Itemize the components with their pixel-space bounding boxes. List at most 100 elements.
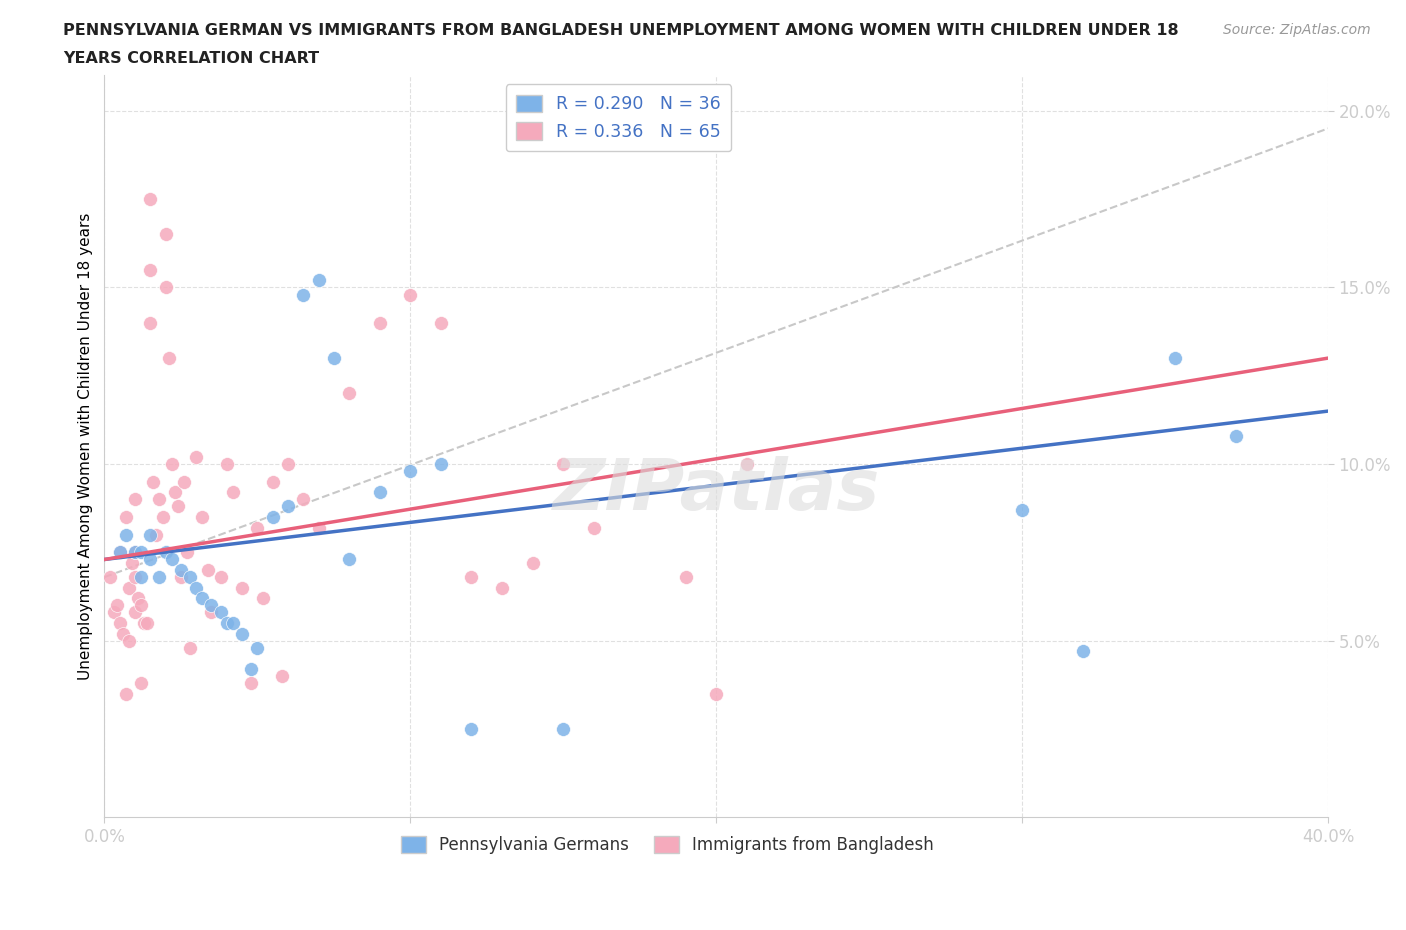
Point (134, 616, 156, 631)
Point (139, 315, 162, 330)
Point (124, 605, 146, 620)
Point (160, 457, 183, 472)
Point (124, 545, 146, 560)
Point (139, 262, 162, 277)
Point (148, 492, 170, 507)
Point (222, 485, 245, 499)
Point (240, 676, 263, 691)
Point (553, 457, 575, 472)
Point (142, 474, 165, 489)
Point (200, 598, 222, 613)
Point (155, 280, 177, 295)
Point (460, 570, 482, 585)
Point (170, 570, 193, 585)
Point (124, 492, 146, 507)
Point (166, 499, 188, 514)
Point (553, 722, 575, 737)
Point (170, 563, 193, 578)
Point (114, 527, 136, 542)
Text: Source: ZipAtlas.com: Source: ZipAtlas.com (1223, 23, 1371, 37)
Point (277, 499, 299, 514)
Point (191, 510, 214, 525)
Legend: Pennsylvania Germans, Immigrants from Bangladesh: Pennsylvania Germans, Immigrants from Ba… (394, 830, 941, 861)
Point (308, 520, 330, 535)
Point (197, 563, 219, 578)
Point (108, 545, 131, 560)
Point (222, 616, 245, 631)
Point (157, 351, 180, 365)
Point (139, 192, 162, 206)
Text: PENNSYLVANIA GERMAN VS IMMIGRANTS FROM BANGLADESH UNEMPLOYMENT AMONG WOMEN WITH : PENNSYLVANIA GERMAN VS IMMIGRANTS FROM B… (63, 23, 1178, 38)
Point (124, 545, 146, 560)
Point (129, 676, 152, 691)
Point (176, 545, 198, 560)
Point (209, 570, 232, 585)
Point (430, 457, 453, 472)
Point (460, 722, 482, 737)
Point (163, 485, 186, 499)
Point (246, 520, 269, 535)
Point (1225, 429, 1247, 444)
Point (292, 492, 315, 507)
Point (129, 545, 152, 560)
Point (704, 686, 727, 701)
Point (111, 626, 134, 641)
Point (114, 510, 136, 525)
Point (231, 626, 253, 641)
Point (155, 227, 177, 242)
Point (148, 570, 170, 585)
Point (155, 545, 177, 560)
Point (322, 351, 344, 365)
Point (368, 485, 391, 499)
Point (292, 287, 315, 302)
Point (522, 555, 544, 570)
Point (735, 457, 758, 472)
Point (108, 616, 131, 631)
Point (173, 474, 195, 489)
Point (179, 641, 201, 656)
Point (186, 580, 208, 595)
Point (129, 598, 152, 613)
Point (240, 661, 263, 676)
Point (121, 555, 143, 570)
Point (139, 527, 162, 542)
Point (191, 591, 214, 605)
Point (399, 464, 422, 479)
Point (129, 570, 152, 585)
Point (145, 527, 167, 542)
Point (262, 510, 284, 525)
Y-axis label: Unemployment Among Women with Children Under 18 years: Unemployment Among Women with Children U… (79, 213, 93, 680)
Point (118, 633, 141, 648)
Point (308, 272, 330, 287)
Point (430, 315, 453, 330)
Point (337, 552, 360, 567)
Point (215, 616, 238, 631)
Point (277, 457, 299, 472)
Point (368, 315, 391, 330)
Point (127, 591, 149, 605)
Point (246, 641, 269, 656)
Point (337, 386, 360, 401)
Point (215, 457, 238, 472)
Point (270, 669, 292, 684)
Point (108, 545, 131, 560)
Point (103, 605, 125, 620)
Point (399, 287, 422, 302)
Point (491, 580, 513, 595)
Point (118, 580, 141, 595)
Point (152, 510, 174, 525)
Point (262, 474, 284, 489)
Point (231, 580, 253, 595)
Point (209, 605, 232, 620)
Text: YEARS CORRELATION CHART: YEARS CORRELATION CHART (63, 51, 319, 66)
Point (252, 591, 274, 605)
Point (105, 598, 128, 613)
Text: ZIPatlas: ZIPatlas (553, 457, 880, 525)
Point (675, 570, 697, 585)
Point (124, 570, 146, 585)
Point (100, 570, 122, 585)
Point (139, 552, 162, 567)
Point (179, 570, 201, 585)
Point (200, 605, 222, 620)
Point (160, 552, 183, 567)
